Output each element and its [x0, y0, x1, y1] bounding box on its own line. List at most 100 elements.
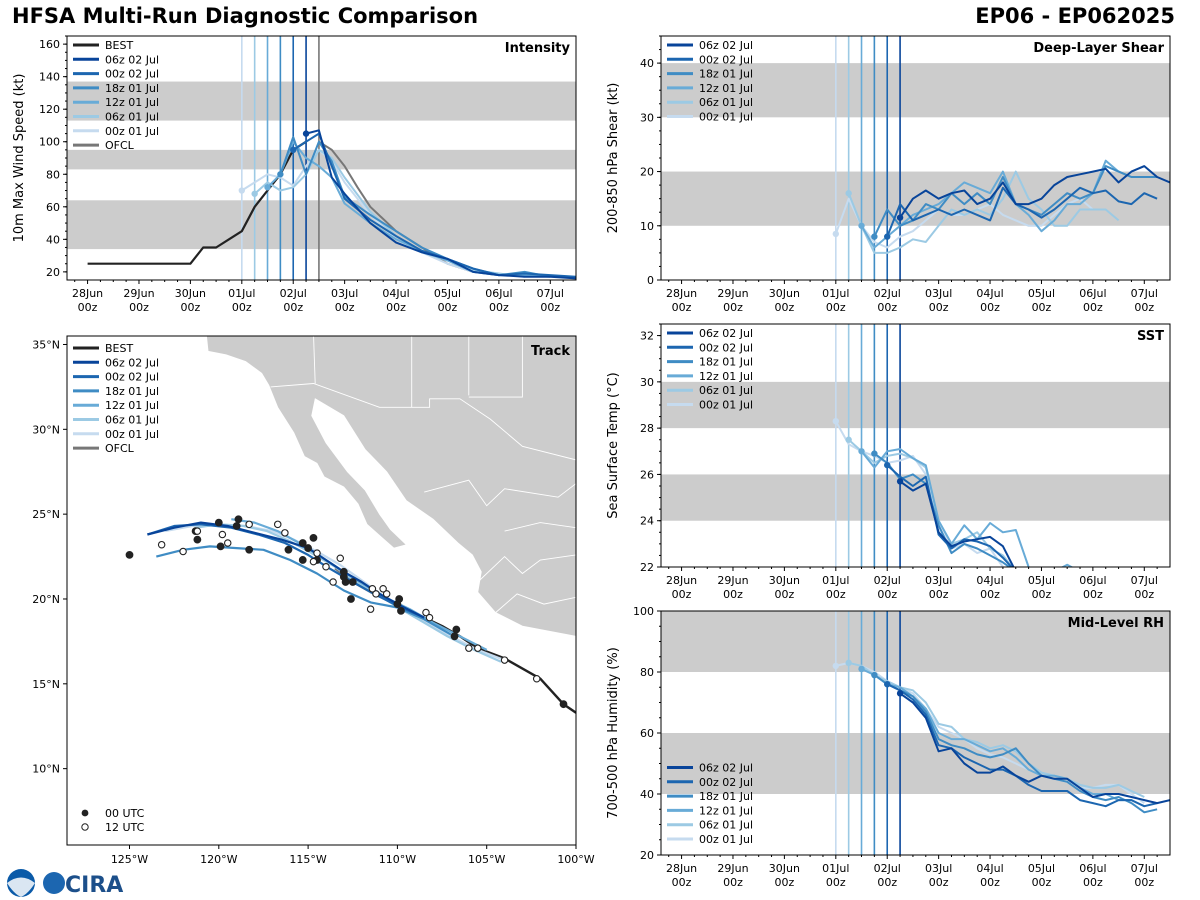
init-point-06z-01-jul	[845, 436, 852, 443]
y-tick-label: 22	[640, 561, 654, 574]
legend-label: OFCL	[105, 139, 135, 152]
legend-label: 00z 02 Jul	[105, 371, 159, 384]
x-tick-label-hour: 00z	[232, 301, 252, 314]
y-tick-label: 20	[46, 266, 60, 279]
x-tick-label-hour: 00z	[672, 876, 692, 889]
x-tick-label-day: 04Jul	[382, 287, 409, 300]
init-point-06z-02-jul	[896, 690, 904, 697]
y-tick-label: 40	[640, 57, 654, 70]
legend-label: 18z 01 Jul	[699, 68, 753, 81]
y-tick-label: 40	[640, 788, 654, 801]
track-point-12utc	[465, 644, 473, 652]
track-point-00utc	[309, 534, 318, 542]
y-tick-label: 160	[39, 38, 60, 51]
x-tick-label-day: 03Jul	[925, 862, 952, 875]
legend-label: 00z 02 Jul	[699, 53, 753, 66]
legend-label: 06z 01 Jul	[699, 96, 753, 109]
x-tick-label-hour: 00z	[1134, 301, 1154, 314]
init-point-00z-02-jul	[290, 146, 297, 154]
track-point-12utc	[379, 585, 387, 593]
init-point-06z-01-jul	[845, 190, 852, 197]
plot-area	[661, 36, 1170, 280]
x-tick-label-day: 05Jul	[434, 287, 461, 300]
x-tick-label-day: 04Jul	[976, 574, 1003, 587]
x-tick-label-hour: 00z	[181, 301, 201, 314]
track-point-12utc	[422, 608, 430, 617]
legend-label: 00z 02 Jul	[699, 776, 753, 789]
x-tick-label-hour: 00z	[1032, 876, 1052, 889]
y-tick-label: 100	[633, 605, 654, 618]
x-tick-label-hour: 00z	[723, 876, 743, 889]
series-line-06z-01-jul	[847, 170, 1120, 254]
threshold-band	[661, 63, 1170, 118]
x-tick-label-day: 06Jul	[1079, 574, 1106, 587]
init-point-00z-01-jul	[832, 662, 840, 670]
border-line	[495, 593, 576, 613]
x-tick-label-hour: 00z	[1083, 876, 1103, 889]
x-tick-label-hour: 00z	[723, 301, 743, 314]
legend-label: 06z 02 Jul	[105, 356, 159, 369]
track-point-12utc	[309, 557, 318, 566]
track-point-12utc	[273, 520, 282, 529]
y-tick-label: 30	[640, 376, 654, 389]
legend-label: 00z 02 Jul	[699, 341, 753, 354]
x-tick-label-day: 05Jul	[1028, 862, 1055, 875]
track-point-12utc	[245, 520, 253, 529]
x-tick-label-hour: 00z	[723, 588, 743, 601]
track-point-00utc	[234, 515, 243, 524]
x-tick-label-hour: 00z	[826, 876, 846, 889]
x-tick-label-day: 06Jul	[485, 287, 512, 300]
init-point-18z-01-jul	[277, 171, 284, 178]
legend-label: 06z 02 Jul	[699, 762, 753, 775]
series-line-00z-02-jul	[886, 186, 1158, 237]
track-point-00utc	[339, 573, 348, 581]
init-point-12z-01-jul	[858, 222, 865, 229]
track-point-00utc	[304, 544, 313, 552]
plot-area	[661, 611, 1170, 855]
track-point-00utc	[193, 535, 202, 544]
noaa-cira-logo: CIRA	[7, 869, 123, 898]
x-tick-label-day: 30Jun	[175, 287, 206, 300]
series-line-06z-02-jul	[305, 129, 576, 280]
y-axis-label: 700-500 hPa Humidity (%)	[606, 647, 621, 819]
x-tick-label-day: 28Jun	[72, 287, 103, 300]
noaa-bird-icon	[7, 877, 35, 897]
panel-title: Intensity	[505, 41, 571, 56]
x-tick-label-day: 28Jun	[666, 287, 697, 300]
x-tick-label-day: 29Jun	[717, 287, 748, 300]
track-point-00utc	[298, 539, 307, 547]
x-tick-label-hour: 00z	[775, 301, 795, 314]
legend-label: 12z 01 Jul	[105, 399, 159, 412]
legend-label: OFCL	[105, 442, 135, 455]
x-tick-label-hour: 00z	[78, 301, 98, 314]
x-tick-label-day: 04Jul	[976, 287, 1003, 300]
cira-globe-icon	[43, 872, 65, 894]
x-tick-label-hour: 00z	[877, 588, 897, 601]
threshold-band	[67, 81, 576, 121]
marker-legend-label: 12 UTC	[105, 821, 145, 834]
init-point-12z-01-jul	[858, 448, 865, 455]
legend-label: 06z 01 Jul	[699, 384, 753, 397]
x-tick-label-day: 03Jul	[925, 287, 952, 300]
land-mass	[206, 336, 576, 637]
border-line	[504, 522, 576, 532]
x-tick-label-hour: 00z	[929, 588, 949, 601]
init-point-06z-01-jul	[845, 659, 852, 667]
init-point-06z-01-jul	[251, 190, 258, 197]
threshold-band	[661, 381, 1170, 429]
border-line	[424, 479, 576, 507]
panel-title: SST	[1137, 329, 1164, 344]
series-line-06z-02-jul	[899, 480, 1015, 567]
series-line-06z-02-jul	[899, 692, 1170, 805]
track-point-12utc	[179, 547, 187, 556]
init-point-18z-01-jul	[871, 450, 878, 457]
track-point-12utc	[313, 549, 321, 557]
x-tick-label-hour: 00z	[980, 876, 1000, 889]
y-tick-label: 20	[640, 166, 654, 179]
track-point-12utc	[223, 539, 232, 547]
marker-legend-00utc-swatch	[81, 809, 89, 817]
track-point-12utc	[382, 590, 391, 598]
track-point-12utc	[329, 578, 337, 586]
